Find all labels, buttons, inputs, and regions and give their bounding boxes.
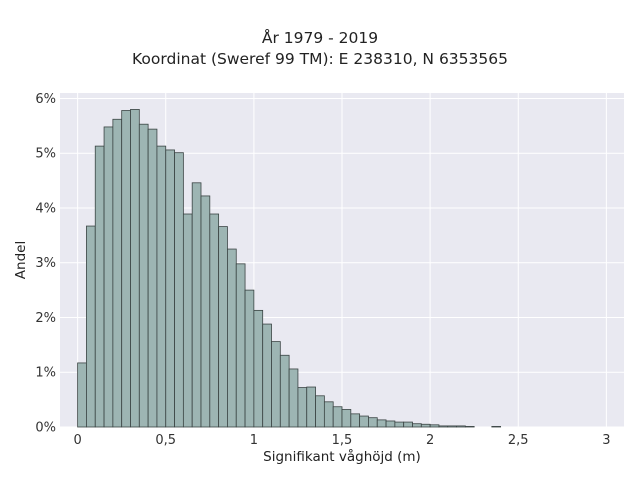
histogram-bar: [209, 213, 220, 428]
histogram-bar: [191, 182, 202, 428]
histogram-bar: [341, 409, 352, 428]
y-tick-label: 0%: [35, 421, 56, 436]
histogram-bar: [306, 386, 316, 428]
histogram-bar: [165, 149, 175, 428]
y-tick-label: 6%: [35, 92, 56, 107]
histogram-bar: [412, 423, 422, 428]
histogram-bar: [138, 123, 149, 428]
histogram-bar: [147, 128, 158, 428]
chart-title: År 1979 - 2019: [261, 29, 379, 47]
y-tick-label: 5%: [35, 147, 56, 162]
histogram-bar: [385, 420, 396, 428]
y-tick-label: 4%: [35, 201, 56, 216]
histogram-bar: [359, 415, 369, 428]
histogram-bar: [174, 152, 184, 428]
histogram-bar: [112, 118, 123, 428]
x-tick-label: 1,5: [332, 433, 353, 448]
y-tick-label: 3%: [35, 256, 56, 271]
y-tick-label: 1%: [35, 366, 56, 381]
histogram-bar: [323, 401, 334, 428]
histogram-bar: [350, 413, 361, 428]
histogram-bar: [271, 341, 281, 428]
histogram-bar: [156, 145, 167, 428]
histogram-bar: [200, 195, 211, 428]
histogram-bar: [491, 426, 502, 428]
x-axis-label: Signifikant våghöjd (m): [263, 448, 421, 465]
histogram-bar: [394, 421, 405, 428]
histogram-bar: [420, 423, 431, 428]
histogram-bar: [279, 354, 290, 428]
histogram-bar: [182, 213, 193, 428]
histogram-bar: [262, 323, 272, 428]
histogram-bar: [235, 263, 246, 428]
histogram-bar: [130, 109, 140, 428]
histogram-bar: [464, 426, 475, 428]
histogram-bar: [332, 406, 343, 428]
y-axis-ticks: 0% 1% 2% 3% 4% 5% 6%: [35, 92, 56, 436]
x-tick-label: 0: [73, 433, 81, 448]
histogram-bar: [227, 248, 237, 428]
histogram-bar: [121, 110, 131, 428]
x-tick-label: 2: [426, 433, 434, 448]
x-tick-label: 0,5: [155, 433, 176, 448]
histogram-bar: [103, 126, 114, 428]
y-axis-label: Andel: [13, 241, 29, 279]
x-tick-label: 3: [602, 433, 610, 448]
histogram-bar: [77, 362, 87, 428]
histogram-bar: [86, 225, 96, 428]
histogram-bar: [94, 145, 105, 428]
histogram-bar: [315, 395, 325, 428]
histogram-bar: [244, 289, 255, 428]
histogram-bar: [447, 425, 457, 428]
histogram-bar: [438, 425, 449, 428]
histogram-bar: [253, 309, 264, 428]
histogram-bar: [297, 387, 308, 428]
histogram-bar: [376, 419, 387, 428]
histogram-bar: [218, 226, 228, 428]
histogram-bar: [456, 425, 466, 428]
histogram-bar: [403, 421, 413, 428]
x-tick-label: 1: [250, 433, 258, 448]
y-tick-label: 2%: [35, 311, 56, 326]
histogram-bar: [368, 417, 378, 428]
x-axis-ticks: 0 0,5 1 1,5 2 2,5 3: [73, 433, 610, 448]
histogram-bar: [429, 424, 440, 428]
x-tick-label: 2,5: [508, 433, 529, 448]
chart-subtitle: Koordinat (Sweref 99 TM): E 238310, N 63…: [132, 50, 508, 68]
histogram-bar: [288, 368, 299, 428]
histogram-bars: [77, 109, 502, 428]
